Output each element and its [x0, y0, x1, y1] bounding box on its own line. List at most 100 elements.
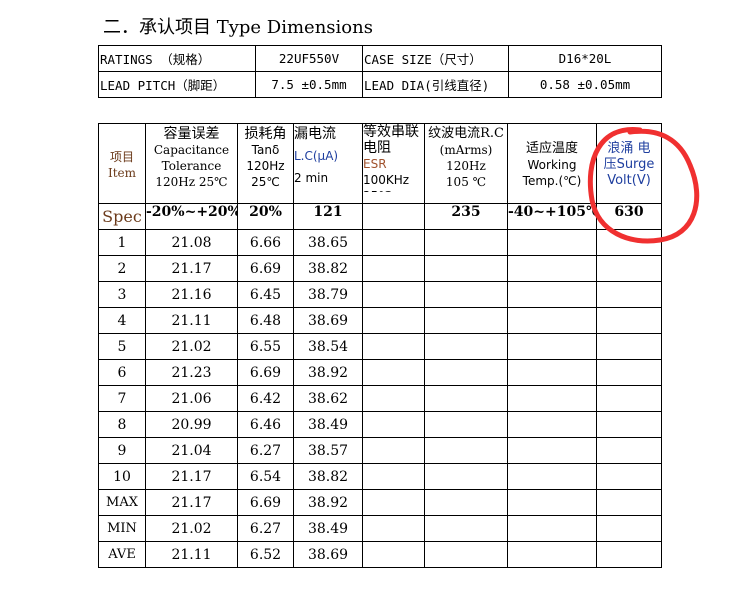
cell-lc: 38.92 — [293, 489, 363, 516]
cell-item: 1 — [98, 229, 146, 256]
cell-surge — [596, 333, 662, 360]
cell-esr — [362, 281, 425, 308]
case-size-value: D16*20L — [508, 45, 662, 72]
cell-tan: 6.69 — [237, 489, 294, 516]
ratings-row: RATINGS （规格） 22UF550V CASE SIZE（尺寸） D16*… — [98, 45, 662, 72]
cell-cap: 20.99 — [145, 411, 238, 438]
cell-item: AVE — [98, 541, 146, 568]
spec-surge: 630 — [596, 203, 662, 230]
cell-tan: 6.54 — [237, 463, 294, 490]
cell-item: 3 — [98, 281, 146, 308]
cell-temp — [507, 541, 597, 568]
cell-lc: 38.92 — [293, 359, 363, 386]
cell-surge — [596, 255, 662, 282]
cell-esr — [362, 463, 425, 490]
cell-tan: 6.52 — [237, 541, 294, 568]
cell-tan: 6.69 — [237, 255, 294, 282]
cell-item: 6 — [98, 359, 146, 386]
cell-temp — [507, 281, 597, 308]
cell-lc: 38.49 — [293, 411, 363, 438]
cell-surge — [596, 359, 662, 386]
cell-surge — [596, 437, 662, 464]
table-row: 2 21.17 6.69 38.82 — [98, 255, 662, 282]
cell-temp — [507, 307, 597, 334]
cell-cap: 21.16 — [145, 281, 238, 308]
cell-lc: 38.54 — [293, 333, 363, 360]
table-row: 9 21.04 6.27 38.57 — [98, 437, 662, 464]
lead-dia-label: LEAD DIA(引线直径) — [362, 71, 509, 98]
cell-cap: 21.11 — [145, 541, 238, 568]
cell-temp — [507, 333, 597, 360]
cell-cap: 21.17 — [145, 489, 238, 516]
cell-cap: 21.17 — [145, 255, 238, 282]
cell-tan: 6.55 — [237, 333, 294, 360]
spec-tan: 20% — [237, 203, 294, 230]
ratings-value: 22UF550V — [255, 45, 363, 72]
cell-ripple — [424, 385, 508, 412]
header-item: 项目 Item — [98, 123, 146, 204]
header-leakage: 漏电流 L.C(μA) 2 min — [293, 123, 363, 204]
cell-esr — [362, 359, 425, 386]
cell-item: 9 — [98, 437, 146, 464]
header-ripple: 纹波电流R.C (mArms) 120Hz 105 ℃ — [424, 123, 508, 204]
cell-ripple — [424, 489, 508, 516]
cell-esr — [362, 385, 425, 412]
cell-temp — [507, 359, 597, 386]
spec-ripple: 235 — [424, 203, 508, 230]
cell-tan: 6.27 — [237, 437, 294, 464]
cell-ripple — [424, 255, 508, 282]
cell-lc: 38.69 — [293, 307, 363, 334]
cell-esr — [362, 307, 425, 334]
cell-surge — [596, 307, 662, 334]
cell-temp — [507, 255, 597, 282]
header-esr: 等效串联电阻ESR100KHz25℃ — [362, 123, 425, 204]
cell-item: 4 — [98, 307, 146, 334]
cell-lc: 38.65 — [293, 229, 363, 256]
cell-tan: 6.42 — [237, 385, 294, 412]
lead-pitch-label: LEAD PITCH（脚距） — [98, 71, 256, 98]
cell-ripple — [424, 359, 508, 386]
cell-surge — [596, 463, 662, 490]
lead-pitch-value: 7.5 ±0.5mm — [255, 71, 363, 98]
cell-temp — [507, 229, 597, 256]
cell-item: 10 — [98, 463, 146, 490]
cell-cap: 21.02 — [145, 515, 238, 542]
cell-surge — [596, 541, 662, 568]
spec-cap: -20%~+20% — [145, 203, 238, 230]
table-row: 4 21.11 6.48 38.69 — [98, 307, 662, 334]
cell-esr — [362, 229, 425, 256]
table-row: 8 20.99 6.46 38.49 — [98, 411, 662, 438]
cell-esr — [362, 515, 425, 542]
header-surge: 浪涌 电压Surge Volt(V) — [596, 123, 662, 204]
cell-surge — [596, 489, 662, 516]
cell-cap: 21.04 — [145, 437, 238, 464]
cell-surge — [596, 281, 662, 308]
ratings-label: RATINGS （规格） — [98, 45, 256, 72]
cell-temp — [507, 489, 597, 516]
cell-lc: 38.79 — [293, 281, 363, 308]
measurement-table: 项目 Item 容量误差 Capacitance Tolerance 120Hz 25℃… — [98, 123, 662, 568]
cell-tan: 6.45 — [237, 281, 294, 308]
cell-ripple — [424, 281, 508, 308]
cell-temp — [507, 411, 597, 438]
header-tan: 损耗角 Tanδ 120Hz 25℃ — [237, 123, 294, 204]
cell-esr — [362, 333, 425, 360]
cell-cap: 21.17 — [145, 463, 238, 490]
spec-esr — [362, 203, 425, 230]
cell-esr — [362, 437, 425, 464]
cell-ripple — [424, 437, 508, 464]
spec-lc: 121 — [293, 203, 363, 230]
lead-row: LEAD PITCH（脚距） 7.5 ±0.5mm LEAD DIA(引线直径)… — [98, 71, 662, 98]
cell-item: 5 — [98, 333, 146, 360]
cell-cap: 21.06 — [145, 385, 238, 412]
table-row: MIN 21.02 6.27 38.49 — [98, 515, 662, 542]
cell-esr — [362, 411, 425, 438]
cell-surge — [596, 229, 662, 256]
cell-item: 8 — [98, 411, 146, 438]
cell-temp — [507, 385, 597, 412]
cell-temp — [507, 515, 597, 542]
cell-surge — [596, 411, 662, 438]
cell-ripple — [424, 411, 508, 438]
table-row: 10 21.17 6.54 38.82 — [98, 463, 662, 490]
cell-temp — [507, 463, 597, 490]
